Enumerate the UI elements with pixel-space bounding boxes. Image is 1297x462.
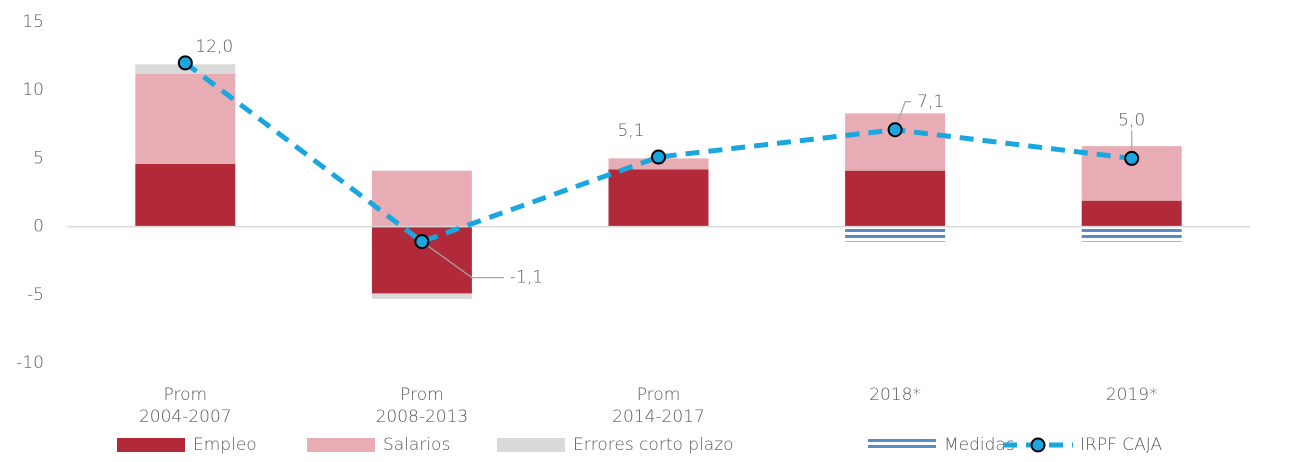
line-marker	[887, 122, 903, 138]
data-label: -1,1	[510, 268, 543, 288]
line	[183, 60, 1133, 245]
legend-swatch	[868, 439, 936, 451]
x-tick-label: Prom 2004-2007	[139, 385, 232, 427]
leader-line	[421, 241, 504, 279]
y-tick-label: 0	[33, 217, 44, 237]
leader-line	[894, 101, 912, 130]
bar	[135, 163, 236, 227]
medidas-bar	[1081, 226, 1182, 242]
x-tick-label: 2018*	[869, 385, 921, 405]
y-tick-label: -10	[16, 353, 44, 373]
data-label: 5,1	[617, 121, 644, 141]
line-marker	[1124, 150, 1140, 166]
line-marker	[177, 55, 193, 71]
x-tick-line: 2008-2013	[376, 407, 469, 427]
bar	[1081, 200, 1182, 227]
y-tick-label: 5	[33, 148, 44, 168]
legend-label: Medidas	[944, 435, 1015, 455]
x-tick-line: 2014-2017	[612, 407, 705, 427]
x-tick-line: Prom	[400, 385, 444, 405]
bar	[845, 170, 946, 227]
y-tick-label: 10	[22, 80, 44, 100]
bar	[371, 293, 472, 299]
y-tick-label: -5	[27, 285, 44, 305]
legend-label: Errores corto plazo	[573, 435, 734, 455]
data-label: 12,0	[195, 37, 233, 57]
legend-swatch	[497, 438, 565, 452]
x-tick-label: 2019*	[1106, 385, 1158, 405]
data-label: 5,0	[1118, 110, 1145, 130]
x-tick-label: Prom 2014-2017	[612, 385, 705, 427]
x-tick-line: 2019*	[1106, 385, 1158, 405]
legend-swatch	[307, 438, 375, 452]
legend-label: Empleo	[193, 435, 257, 455]
legend-swatch	[117, 438, 185, 452]
y-tick-label: 15	[22, 12, 44, 32]
x-tick-line: 2004-2007	[139, 407, 232, 427]
x-tick-line: Prom	[637, 385, 681, 405]
x-tick-label: Prom 2008-2013	[376, 385, 469, 427]
legend-label: IRPF CAJA	[1080, 435, 1162, 455]
x-tick-line: 2018*	[869, 385, 921, 405]
legend-marker	[1030, 437, 1046, 453]
bar	[608, 169, 709, 227]
medidas-bar	[845, 226, 946, 242]
line-marker	[414, 234, 430, 250]
bar	[135, 73, 236, 164]
bar	[845, 113, 946, 171]
x-tick-line: Prom	[164, 385, 208, 405]
data-label: 7,1	[917, 92, 944, 112]
line-marker	[651, 149, 666, 165]
legend-label: Salarios	[383, 435, 450, 455]
